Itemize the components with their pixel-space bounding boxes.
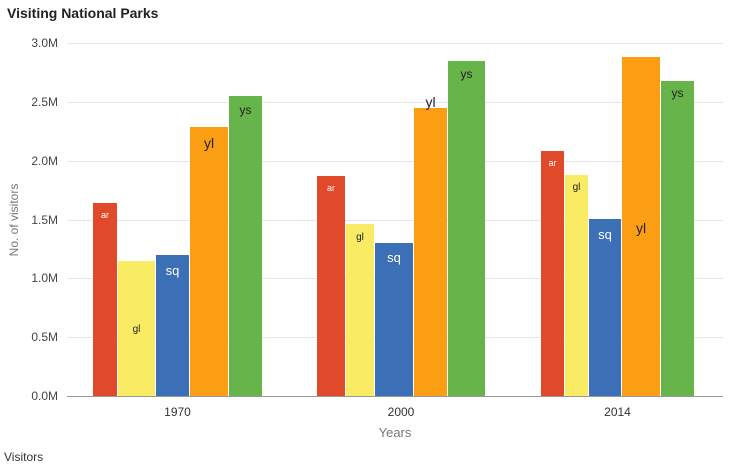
bar-sq-1970[interactable]: sq <box>156 255 189 396</box>
bar-label: gl <box>356 232 364 243</box>
bar-label: ar <box>326 182 335 193</box>
bar-label: ar <box>100 209 109 220</box>
bar-ys-1970[interactable]: ys <box>229 96 262 396</box>
bar-yl-2014[interactable]: yl <box>622 57 660 396</box>
x-axis-title: Years <box>378 425 412 440</box>
bar-label: sq <box>165 262 180 278</box>
bar-label: yl <box>635 220 647 236</box>
bar-label: gl <box>572 182 581 193</box>
bar-gl-2014[interactable]: gl <box>565 175 588 396</box>
bar-label: gl <box>132 324 141 335</box>
footer-caption: Visitors <box>4 450 44 464</box>
bar-label: ys <box>460 67 473 81</box>
bar-label: yl <box>203 135 215 151</box>
y-tick-label: 0.5M <box>31 330 58 344</box>
bar-sq-2014[interactable]: sq <box>589 219 621 396</box>
chart-title: Visiting National Parks <box>7 5 159 21</box>
y-tick-label: 1.5M <box>31 213 58 227</box>
x-tick-label: 2014 <box>604 405 631 419</box>
bar-gl-1970[interactable]: gl <box>118 261 155 396</box>
bar-label: ys <box>239 103 252 117</box>
bar-gl-2000[interactable]: gl <box>346 224 374 396</box>
bar-sq-2000[interactable]: sq <box>375 243 413 396</box>
bar-label: yl <box>425 94 436 110</box>
y-tick-label: 1.0M <box>31 271 58 285</box>
y-axis-title: No. of visitors <box>7 183 21 257</box>
bar-yl-2000[interactable]: yl <box>414 94 447 396</box>
bar-ys-2014[interactable]: ys <box>661 81 694 396</box>
y-tick-label: 0.0M <box>31 389 58 403</box>
bar-label: ys <box>671 86 684 100</box>
bar-ar-2000[interactable]: ar <box>317 176 345 396</box>
gridline <box>67 220 723 221</box>
bar-label: sq <box>598 226 612 242</box>
y-tick-label: 2.5M <box>31 95 58 109</box>
bar-yl-1970[interactable]: yl <box>190 127 228 396</box>
gridline <box>67 102 723 103</box>
bar-ys-2000[interactable]: ys <box>448 61 485 396</box>
bar-label: sq <box>387 249 401 265</box>
bar-ar-2014[interactable]: ar <box>541 151 564 396</box>
x-tick-label: 2000 <box>387 405 415 419</box>
y-tick-label: 2.0M <box>31 154 58 168</box>
y-tick-label: 3.0M <box>31 36 58 50</box>
gridline <box>67 43 723 44</box>
bar-label: ar <box>548 157 557 168</box>
gridline <box>67 161 723 162</box>
x-axis-baseline <box>67 396 723 397</box>
bar-ar-1970[interactable]: ar <box>93 203 117 396</box>
x-tick-label: 1970 <box>164 405 191 419</box>
